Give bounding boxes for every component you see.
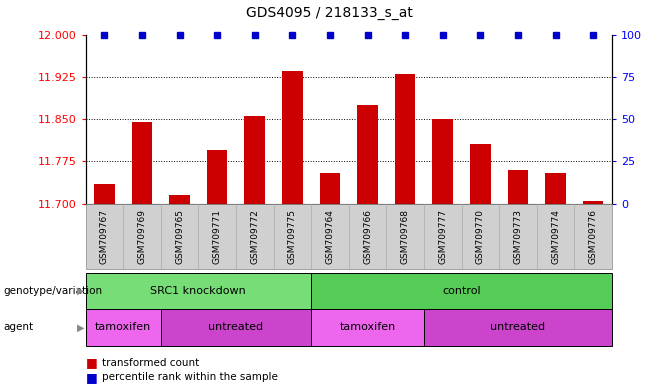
Text: ▶: ▶ xyxy=(76,322,84,333)
Text: GSM709770: GSM709770 xyxy=(476,209,485,264)
Text: GSM709775: GSM709775 xyxy=(288,209,297,264)
Bar xyxy=(545,172,566,204)
Text: percentile rank within the sample: percentile rank within the sample xyxy=(102,372,278,382)
Bar xyxy=(320,172,340,204)
Text: control: control xyxy=(442,286,481,296)
Text: GSM709764: GSM709764 xyxy=(326,209,334,263)
Text: genotype/variation: genotype/variation xyxy=(3,286,103,296)
Text: untreated: untreated xyxy=(209,322,263,333)
Text: GSM709777: GSM709777 xyxy=(438,209,447,264)
Bar xyxy=(357,105,378,204)
Text: untreated: untreated xyxy=(490,322,545,333)
Text: ■: ■ xyxy=(86,356,97,369)
Bar xyxy=(244,116,265,204)
Text: GSM709774: GSM709774 xyxy=(551,209,560,263)
Text: GSM709776: GSM709776 xyxy=(589,209,597,264)
Text: tamoxifen: tamoxifen xyxy=(95,322,151,333)
Text: GSM709772: GSM709772 xyxy=(250,209,259,263)
Text: ■: ■ xyxy=(86,371,97,384)
Text: agent: agent xyxy=(3,322,34,333)
Text: GSM709769: GSM709769 xyxy=(138,209,147,264)
Bar xyxy=(432,119,453,204)
Text: GSM709767: GSM709767 xyxy=(100,209,109,264)
Bar xyxy=(282,71,303,204)
Bar xyxy=(507,170,528,204)
Bar xyxy=(470,144,491,204)
Text: SRC1 knockdown: SRC1 knockdown xyxy=(151,286,246,296)
Text: GSM709768: GSM709768 xyxy=(401,209,410,264)
Text: GDS4095 / 218133_s_at: GDS4095 / 218133_s_at xyxy=(245,6,413,20)
Bar xyxy=(395,74,415,204)
Bar xyxy=(132,122,152,204)
Text: GSM709773: GSM709773 xyxy=(513,209,522,264)
Text: GSM709771: GSM709771 xyxy=(213,209,222,264)
Text: transformed count: transformed count xyxy=(102,358,199,368)
Text: tamoxifen: tamoxifen xyxy=(340,322,395,333)
Bar xyxy=(583,201,603,204)
Bar xyxy=(169,195,190,204)
Bar xyxy=(207,150,228,204)
Text: GSM709766: GSM709766 xyxy=(363,209,372,264)
Text: ▶: ▶ xyxy=(76,286,84,296)
Bar xyxy=(94,184,114,204)
Text: GSM709765: GSM709765 xyxy=(175,209,184,264)
